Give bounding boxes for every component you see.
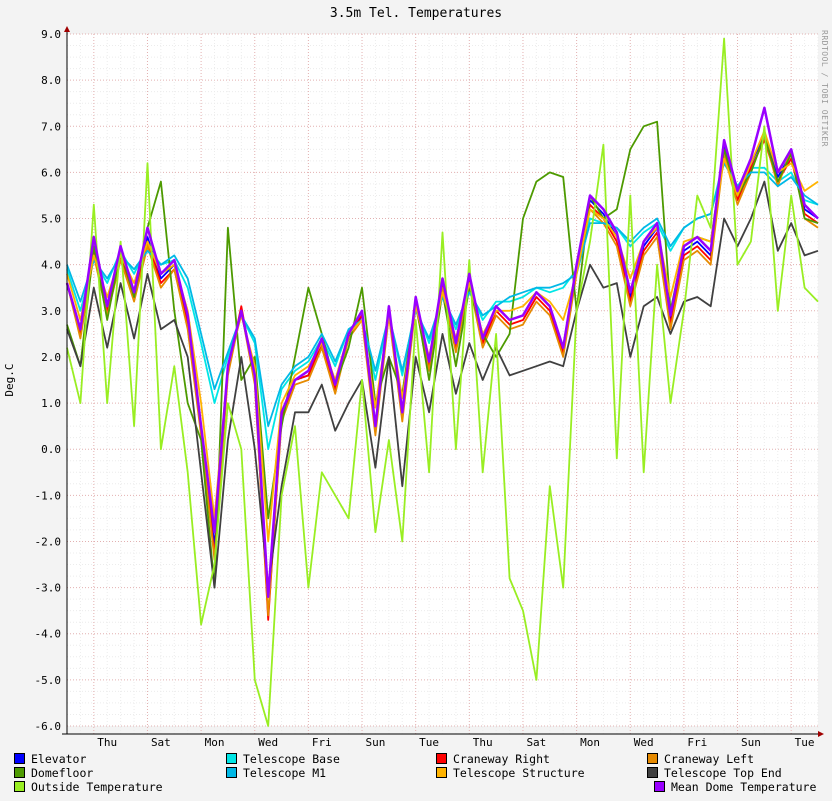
legend-label: Craneway Left (664, 752, 755, 766)
y-axis-ticks: -6.0 -5.0 -4.0 -3.0 -2.0 -1.0 0.0 1.0 2.0 3.0 4.0 5… (35, 28, 62, 733)
x-axis-ticks: Thu Sat Mon Wed Fri Sun Tue Thu Sat Mon Wed Fri Sun T… (97, 736, 814, 749)
legend-swatch (14, 767, 25, 778)
legend-item: Telescope M1 (226, 766, 326, 780)
legend-label: Telescope M1 (243, 766, 327, 780)
x-tick-label: Sun (366, 736, 386, 749)
vendor-watermark: RRDTOOL / TOBI OETIKER (820, 30, 829, 147)
legend-item: Domefloor (14, 766, 93, 780)
y-tick-label: 9.0 (41, 28, 61, 41)
legend-item: Craneway Right (436, 752, 550, 766)
y-tick-label: 5.0 (41, 213, 61, 226)
x-tick-label: Thu (473, 736, 493, 749)
x-tick-label: Sat (151, 736, 171, 749)
series-line-mean-dome-temperature (65, 106, 819, 599)
y-tick-label: 6.0 (41, 166, 61, 179)
y-tick-label: -4.0 (35, 628, 62, 641)
y-tick-label: -5.0 (35, 674, 62, 687)
legend-item: Mean Dome Temperature (654, 780, 816, 794)
legend-label: Telescope Structure (453, 766, 585, 780)
legend-item: Telescope Structure (436, 766, 585, 780)
y-tick-label: 2.0 (41, 351, 61, 364)
legend-swatch (647, 767, 658, 778)
series-line-outside-temperature (66, 37, 819, 727)
x-tick-label: Fri (687, 736, 707, 749)
legend-swatch (436, 753, 447, 764)
legend-swatch (654, 781, 665, 792)
y-tick-label: 3.0 (41, 305, 61, 318)
x-tick-label: Tue (795, 736, 815, 749)
legend-item: Telescope Base (226, 752, 340, 766)
x-tick-label: Wed (258, 736, 278, 749)
x-tick-label: Wed (634, 736, 654, 749)
x-tick-label: Tue (419, 736, 439, 749)
y-axis-arrow (64, 26, 70, 32)
legend-item: Outside Temperature (14, 780, 163, 794)
legend-swatch (14, 753, 25, 764)
legend-swatch (14, 781, 25, 792)
legend-swatch (226, 767, 237, 778)
legend-label: Domefloor (31, 766, 94, 780)
x-axis-arrow (818, 731, 824, 737)
series-lines (65, 37, 819, 727)
y-tick-label: 8.0 (41, 74, 61, 87)
series-line-telescope-m1 (66, 162, 819, 428)
x-tick-label: Fri (312, 736, 332, 749)
y-tick-label: -6.0 (35, 720, 62, 733)
legend-swatch (647, 753, 658, 764)
y-tick-label: 0.0 (41, 443, 61, 456)
y-tick-label: 7.0 (41, 120, 61, 133)
legend-label: Outside Temperature (31, 780, 163, 794)
line-chart: -6.0 -5.0 -4.0 -3.0 -2.0 -1.0 0.0 1.0 2.0 3.0 4.0 5… (3, 26, 824, 749)
legend-label: Telescope Top End (664, 766, 782, 780)
legend-swatch (226, 753, 237, 764)
series-line-craneway-left (66, 134, 819, 617)
legend-label: Elevator (31, 752, 87, 766)
y-axis-label: Deg.C (3, 363, 16, 396)
x-tick-label: Mon (580, 736, 600, 749)
chart-title: 3.5m Tel. Temperatures (329, 6, 503, 21)
legend-label: Craneway Right (453, 752, 550, 766)
y-tick-label: 4.0 (41, 259, 61, 272)
y-tick-label: -2.0 (35, 535, 62, 548)
legend-label: Mean Dome Temperature (671, 780, 817, 794)
x-tick-label: Sat (526, 736, 546, 749)
series-line-telescope-top-end (66, 180, 819, 589)
legend-item: Elevator (14, 752, 86, 766)
chart-legend: Elevator Telescope Base Craneway Right Cran… (14, 752, 824, 798)
legend-swatch (436, 767, 447, 778)
x-tick-label: Thu (97, 736, 117, 749)
x-tick-label: Mon (205, 736, 225, 749)
legend-item: Craneway Left (647, 752, 754, 766)
legend-item: Telescope Top End (647, 766, 782, 780)
y-tick-label: -1.0 (35, 489, 62, 502)
x-tick-label: Sun (741, 736, 761, 749)
legend-label: Telescope Base (243, 752, 340, 766)
y-tick-label: -3.0 (35, 582, 62, 595)
y-tick-label: 1.0 (41, 397, 61, 410)
